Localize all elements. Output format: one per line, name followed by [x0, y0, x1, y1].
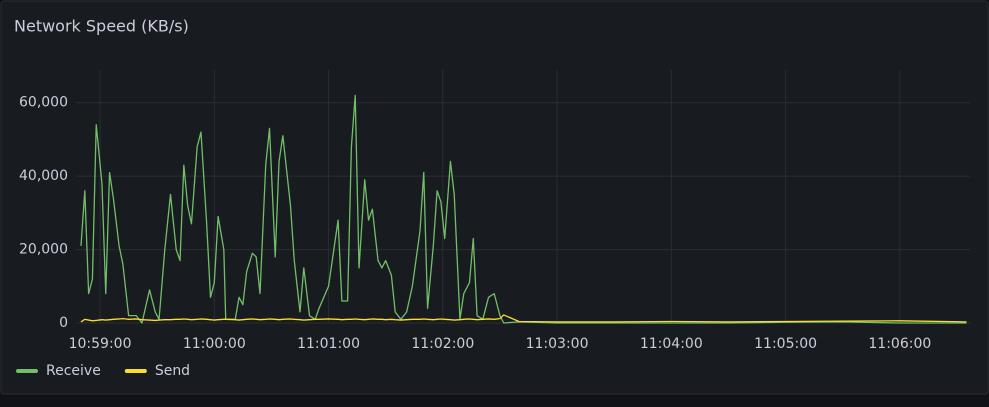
legend-label: Send — [155, 363, 190, 379]
chart-title: Network Speed (KB/s) — [14, 17, 189, 36]
legend-label: Receive — [46, 363, 101, 379]
series-line — [80, 94, 967, 324]
y-tick-label: 60,000 — [19, 95, 68, 111]
y-tick-label: 0 — [59, 315, 68, 331]
y-tick-label: 20,000 — [19, 242, 68, 258]
series-line — [80, 314, 967, 323]
y-tick-label: 40,000 — [19, 168, 68, 184]
x-tick-label: 11:00:00 — [183, 336, 246, 352]
x-tick-label: 11:02:00 — [411, 336, 474, 352]
x-tick-label: 11:06:00 — [868, 336, 931, 352]
panel-background — [0, 0, 989, 395]
x-tick-label: 11:01:00 — [297, 336, 360, 352]
x-tick-label: 11:03:00 — [526, 336, 589, 352]
x-tick-label: 11:05:00 — [754, 336, 817, 352]
x-tick-label: 11:04:00 — [640, 336, 703, 352]
x-tick-label: 10:59:00 — [69, 336, 132, 352]
